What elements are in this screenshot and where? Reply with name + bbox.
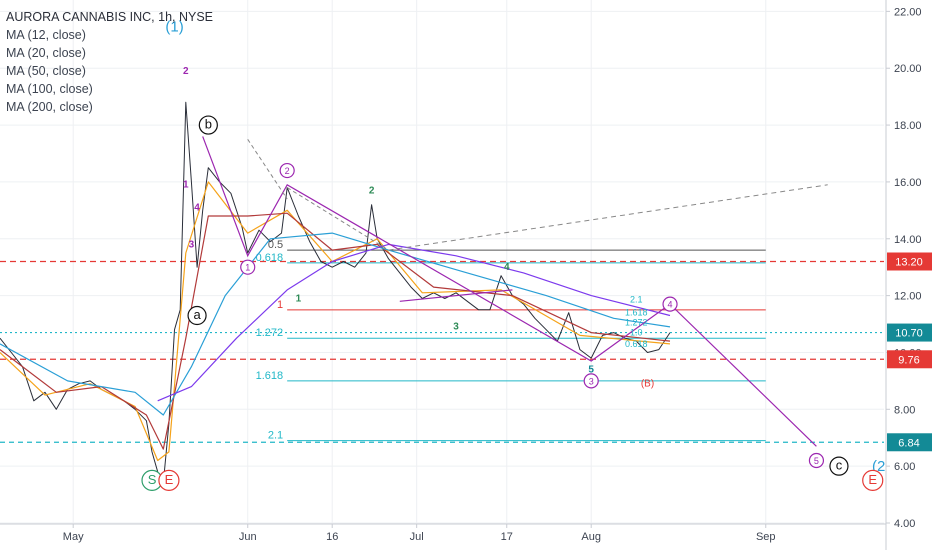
y-tick-label: 22.00 (894, 6, 922, 18)
series-line-price (0, 101, 671, 484)
wave-label-B: (B) (641, 379, 654, 390)
level-price-label: 9.76 (898, 354, 919, 366)
wave-label-a-ring (187, 305, 207, 326)
wave-num-3b: 3 (453, 322, 459, 333)
small-fib-2.1: 2.1 (630, 295, 643, 305)
wave-circle-3-ring (583, 373, 599, 389)
fib-level-label: 1.272 (256, 327, 284, 339)
series-layer (0, 101, 671, 484)
fib-level-label: 2.1 (268, 430, 283, 442)
wave-num-4a: 4 (194, 202, 200, 213)
x-tick-label: Sep (756, 531, 776, 543)
y-tick-label: 14.00 (894, 234, 922, 246)
marker-S: S (148, 472, 157, 487)
wave-circle-4-ring (662, 296, 678, 312)
level-price-tag (887, 323, 932, 342)
y-tick-label: 12.00 (894, 291, 922, 303)
wave-num-3a: 3 (189, 239, 195, 250)
wave-circle-5-ring (808, 452, 825, 469)
level-price-tag (887, 433, 932, 452)
marker-E2-ring (862, 469, 884, 491)
wave-label-b-ring (198, 115, 218, 135)
fib-level-label: 0.618 (256, 252, 284, 264)
x-tick-label: 17 (501, 531, 513, 543)
small-fib-1.272: 1.272 (625, 317, 648, 327)
small-fib-1.0: 1.0 (630, 327, 643, 337)
y-tick-label: 4.00 (894, 518, 915, 530)
y-tick-label: 18.00 (894, 120, 922, 132)
fib-level-label: 0.5 (268, 239, 283, 251)
series-line-ma50 (0, 232, 671, 416)
x-tick-label: 16 (326, 531, 338, 543)
series-line-ma20 (0, 212, 671, 450)
indicator-ma50[interactable]: MA (50, close) (6, 64, 86, 78)
fib-level-label: 1 (277, 299, 283, 311)
wave-num-5b: 5 (588, 364, 594, 375)
series-line-ma100 (157, 243, 671, 402)
small-fib-0.618: 0.618 (625, 339, 648, 349)
wave-label-b: b (205, 117, 212, 132)
wave-small-line (399, 289, 513, 302)
y-tick-label: 8.00 (894, 404, 915, 416)
indicator-ma12[interactable]: MA (12, close) (6, 28, 86, 42)
wave-label-a: a (193, 307, 201, 322)
symbol-title: AURORA CANNABIS INC, 1h, NYSE (6, 10, 214, 24)
indicator-ma100[interactable]: MA (100, close) (6, 82, 93, 96)
marker-E2: E (868, 472, 877, 487)
indicator-ma20[interactable]: MA (20, close) (6, 46, 86, 60)
x-tick-label: Jun (239, 531, 257, 543)
wave-num-1b: 1 (296, 293, 302, 304)
level-price-label: 13.20 (895, 257, 923, 269)
chart-legend: AURORA CANNABIS INC, 1h, NYSE MA (12, cl… (6, 8, 213, 116)
level-price-label: 10.70 (895, 328, 923, 340)
x-tick-label: May (63, 531, 84, 543)
wave-num-1a: 1 (183, 180, 189, 191)
dashed-connector (286, 187, 389, 251)
wave-circle-1: 1 (245, 263, 250, 273)
level-price-tag (887, 252, 932, 271)
wave-num-2b: 2 (369, 185, 375, 196)
level-price-tag (887, 350, 932, 369)
wave-circle-4: 4 (668, 300, 673, 310)
series-line-ma12 (0, 181, 671, 462)
wave-num-4b: 4 (504, 262, 510, 273)
marker-E: E (165, 472, 174, 487)
dashed-trendline-upper (247, 139, 288, 200)
wave-count-line (202, 136, 817, 447)
x-tick-label: Aug (581, 531, 601, 543)
wave-circle-1-ring (240, 259, 256, 275)
wave-label-1: (1) (165, 18, 183, 35)
wave-num-2a: 2 (183, 66, 189, 77)
wave-circle-5: 5 (814, 456, 819, 466)
drawing-layer (202, 136, 828, 447)
small-fib-1.618: 1.618 (625, 308, 648, 318)
wave-label-c-ring (829, 456, 849, 476)
level-price-label: 6.84 (898, 437, 919, 449)
y-tick-label: 16.00 (894, 177, 922, 189)
x-tick-label: Jul (410, 531, 424, 543)
indicator-ma200[interactable]: MA (200, close) (6, 100, 93, 114)
wave-circle-3: 3 (589, 376, 594, 386)
y-tick-label: 6.00 (894, 461, 915, 473)
wave-circle-2: 2 (285, 166, 290, 176)
fib-level-label: 1.618 (256, 370, 284, 382)
dashed-trendline (388, 184, 828, 251)
wave-circle-2-ring (279, 162, 295, 179)
y-tick-label: 20.00 (894, 63, 922, 75)
wave-label-c: c (836, 458, 843, 473)
marker-E-ring (158, 469, 180, 491)
